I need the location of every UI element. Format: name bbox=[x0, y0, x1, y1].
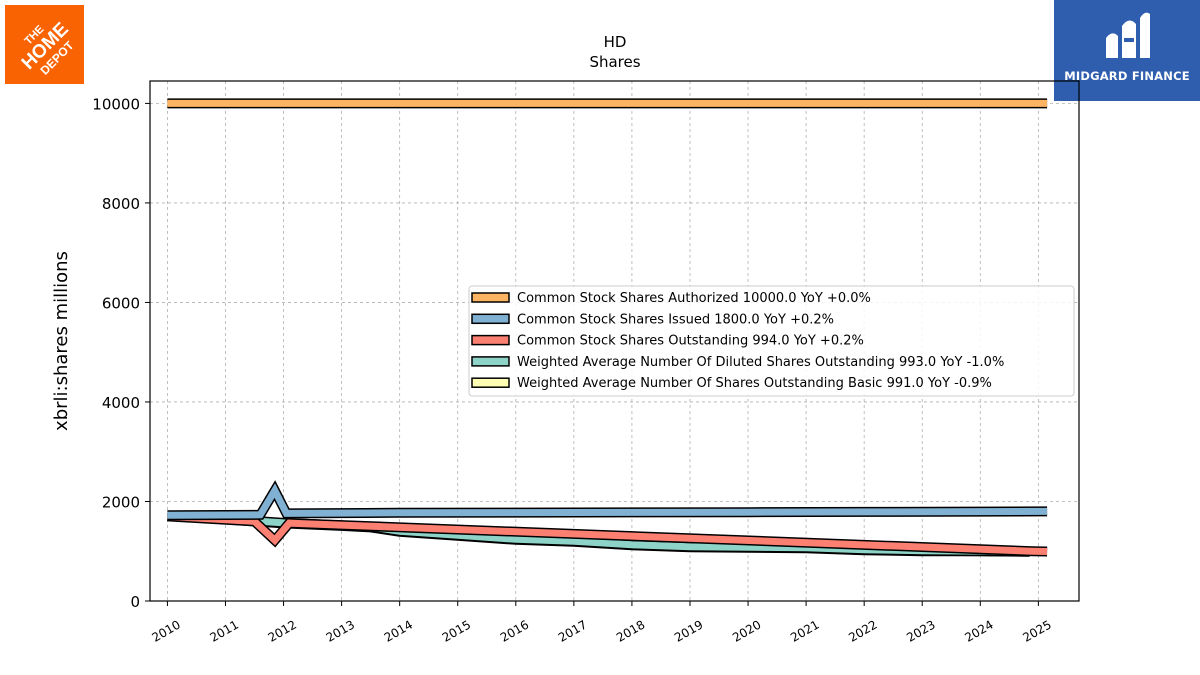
legend-swatch bbox=[471, 313, 510, 325]
legend-box bbox=[468, 285, 1075, 397]
x-tick-label: 2014 bbox=[382, 617, 415, 644]
x-tick-label: 2015 bbox=[440, 617, 473, 644]
x-tick-label: 2016 bbox=[498, 617, 531, 644]
y-tick-label: 4000 bbox=[102, 394, 140, 412]
series-line bbox=[167, 483, 1048, 519]
legend-label: Common Stock Shares Issued 1800.0 YoY +0… bbox=[517, 312, 834, 327]
legend-label: Common Stock Shares Outstanding 994.0 Yo… bbox=[517, 334, 864, 349]
x-tick-label: 2021 bbox=[788, 617, 821, 644]
legend-swatch bbox=[471, 356, 510, 367]
legend-label: Common Stock Shares Authorized 10000.0 Y… bbox=[517, 291, 871, 306]
series-group bbox=[167, 98, 1048, 557]
x-tick-label: 2017 bbox=[556, 617, 589, 644]
home-depot-logo: THE HOME DEPOT bbox=[5, 5, 84, 84]
series-line bbox=[167, 512, 1048, 555]
x-tick-label: 2019 bbox=[672, 617, 705, 644]
chart-title: HD bbox=[604, 33, 627, 51]
plot-frame bbox=[149, 80, 1080, 602]
legend-label: Weighted Average Number Of Diluted Share… bbox=[517, 355, 1004, 370]
x-tick-label: 2025 bbox=[1020, 617, 1053, 644]
x-tick-label: 2012 bbox=[266, 617, 299, 644]
legend-swatch bbox=[471, 377, 510, 388]
y-tick-label: 2000 bbox=[102, 493, 140, 511]
y-tick-label: 10000 bbox=[92, 95, 140, 113]
x-tick-label: 2018 bbox=[614, 617, 647, 644]
x-tick-label: 2011 bbox=[208, 617, 241, 644]
y-axis-label: xbrli:shares millions bbox=[51, 251, 72, 431]
midgard-finance-logo: MIDGARD FINANCE bbox=[1054, 0, 1200, 101]
y-tick-label: 6000 bbox=[102, 294, 140, 312]
x-tick-label: 2023 bbox=[904, 617, 937, 644]
legend-swatch bbox=[471, 292, 510, 303]
midgard-brand-text: MIDGARD FINANCE bbox=[1064, 69, 1190, 83]
legend-swatch bbox=[471, 334, 510, 346]
y-tick-label: 0 bbox=[130, 593, 140, 611]
legend-label: Weighted Average Number Of Shares Outsta… bbox=[517, 376, 992, 391]
legend: Common Stock Shares Authorized 10000.0 Y… bbox=[468, 285, 1075, 397]
x-tick-label: 2020 bbox=[730, 617, 763, 644]
chart-subtitle: Shares bbox=[589, 53, 640, 71]
y-tick-label: 8000 bbox=[102, 195, 140, 213]
x-tick-label: 2024 bbox=[962, 617, 995, 644]
x-tick-label: 2013 bbox=[324, 617, 357, 644]
x-tick-label: 2022 bbox=[846, 617, 879, 644]
x-tick-label: 2010 bbox=[149, 617, 182, 644]
midgard-mark-icon bbox=[1106, 12, 1150, 59]
